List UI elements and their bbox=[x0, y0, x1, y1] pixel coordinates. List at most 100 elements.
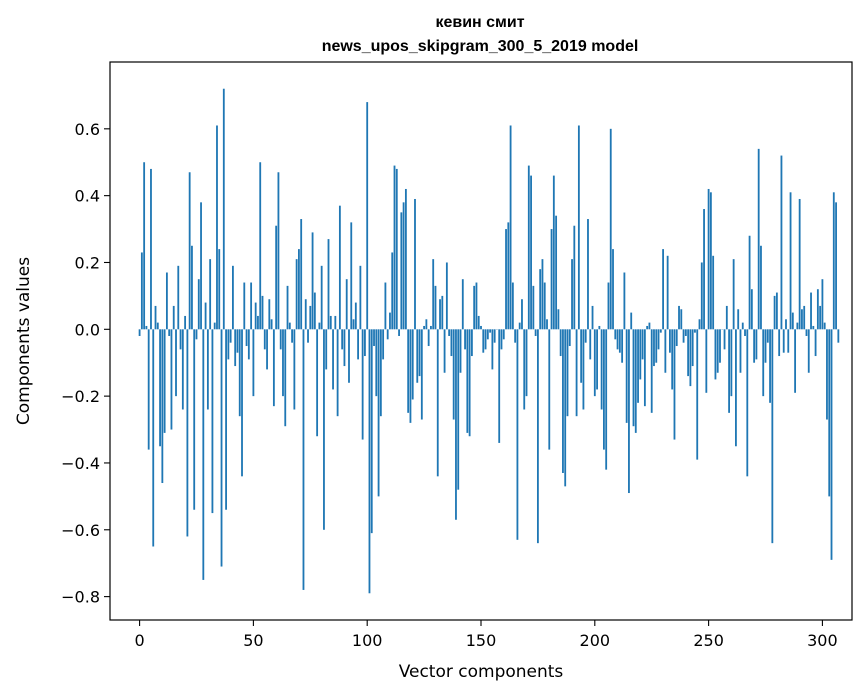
bar-14 bbox=[170, 329, 173, 430]
bar-68 bbox=[293, 329, 296, 410]
bar-30 bbox=[206, 329, 209, 410]
bar-247 bbox=[700, 262, 703, 330]
bar-108 bbox=[384, 282, 387, 330]
bar-225 bbox=[650, 329, 653, 413]
bar-221 bbox=[641, 329, 644, 360]
bar-294 bbox=[807, 329, 810, 373]
bar-229 bbox=[659, 329, 662, 333]
bar-117 bbox=[404, 188, 407, 330]
bar-37 bbox=[222, 88, 225, 330]
bar-282 bbox=[780, 155, 783, 330]
bar-293 bbox=[805, 329, 808, 336]
bar-173 bbox=[532, 285, 535, 330]
bar-148 bbox=[475, 282, 478, 330]
bar-53 bbox=[259, 162, 262, 330]
bar-194 bbox=[580, 329, 583, 383]
bar-130 bbox=[434, 285, 437, 330]
bar-283 bbox=[782, 329, 785, 353]
bar-275 bbox=[764, 329, 767, 363]
y-tick-label: 0.2 bbox=[75, 253, 100, 272]
bar-139 bbox=[455, 329, 457, 520]
bar-22 bbox=[188, 172, 191, 330]
chart-subtitle: news_upos_skipgram_300_5_2019 model bbox=[322, 38, 639, 55]
bar-121 bbox=[414, 198, 416, 330]
bar-220 bbox=[639, 329, 642, 380]
bar-91 bbox=[345, 279, 348, 330]
x-tick-label: 100 bbox=[352, 631, 383, 650]
bar-186 bbox=[562, 329, 564, 473]
bar-21 bbox=[186, 329, 189, 537]
bar-261 bbox=[732, 259, 735, 330]
bar-217 bbox=[632, 329, 635, 427]
bar-73 bbox=[304, 299, 307, 330]
bar-16 bbox=[175, 329, 177, 397]
bar-243 bbox=[691, 329, 694, 367]
bar-147 bbox=[473, 285, 476, 330]
bar-210 bbox=[616, 329, 619, 350]
bar-263 bbox=[737, 309, 740, 330]
bar-211 bbox=[618, 329, 621, 353]
bar-255 bbox=[719, 329, 721, 363]
bar-9 bbox=[159, 329, 161, 447]
bar-183 bbox=[555, 215, 558, 330]
bar-292 bbox=[803, 305, 806, 330]
bar-245 bbox=[696, 329, 699, 460]
y-tick-label: 0.6 bbox=[75, 120, 100, 139]
bar-249 bbox=[705, 329, 708, 393]
bar-237 bbox=[678, 305, 680, 330]
bar-192 bbox=[575, 329, 578, 417]
bar-284 bbox=[785, 319, 787, 330]
bar-100 bbox=[366, 102, 369, 330]
bar-8 bbox=[156, 322, 159, 330]
bar-77 bbox=[313, 292, 316, 330]
bar-161 bbox=[505, 229, 507, 330]
bar-177 bbox=[541, 259, 544, 330]
x-tick-label: 250 bbox=[693, 631, 724, 650]
bar-69 bbox=[295, 259, 298, 330]
bar-306 bbox=[835, 202, 837, 330]
bar-50 bbox=[252, 329, 255, 397]
bar-207 bbox=[609, 128, 612, 330]
bar-160 bbox=[502, 329, 505, 340]
bar-45 bbox=[241, 329, 243, 477]
bar-44 bbox=[238, 329, 241, 417]
bar-165 bbox=[514, 329, 517, 343]
bar-205 bbox=[605, 329, 608, 470]
bar-291 bbox=[801, 309, 803, 330]
bar-2 bbox=[143, 162, 146, 330]
bar-132 bbox=[439, 299, 441, 330]
bar-56 bbox=[266, 329, 268, 370]
bar-287 bbox=[791, 312, 794, 330]
bar-222 bbox=[643, 329, 646, 407]
bar-43 bbox=[236, 329, 239, 353]
bar-120 bbox=[411, 329, 414, 400]
bar-218 bbox=[634, 329, 637, 433]
bar-55 bbox=[263, 329, 266, 350]
bar-82 bbox=[325, 329, 328, 370]
bar-71 bbox=[300, 219, 303, 330]
bar-47 bbox=[245, 329, 248, 347]
bar-230 bbox=[662, 249, 664, 330]
bar-238 bbox=[680, 309, 683, 330]
bar-137 bbox=[450, 329, 453, 357]
bar-241 bbox=[687, 329, 690, 377]
x-axis: 0 50 100 150 200 250 300 bbox=[134, 620, 838, 650]
bar-196 bbox=[584, 329, 587, 343]
x-tick-label: 50 bbox=[243, 631, 263, 650]
bar-48 bbox=[247, 329, 250, 360]
bar-25 bbox=[195, 329, 198, 340]
bar-278 bbox=[771, 329, 774, 544]
bar-74 bbox=[307, 329, 309, 343]
bar-124 bbox=[420, 329, 423, 420]
bar-70 bbox=[298, 249, 300, 330]
bar-274 bbox=[762, 329, 765, 397]
bar-265 bbox=[741, 322, 744, 330]
bar-213 bbox=[623, 272, 626, 330]
bar-203 bbox=[600, 329, 603, 410]
bar-144 bbox=[466, 329, 469, 433]
bar-190 bbox=[571, 259, 573, 330]
bar-202 bbox=[598, 325, 601, 330]
bar-250 bbox=[707, 188, 710, 330]
x-axis-label: Vector components bbox=[399, 662, 564, 682]
